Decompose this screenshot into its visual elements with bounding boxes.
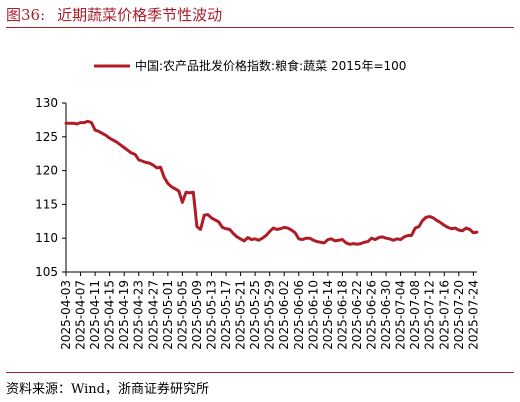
x-tick-label: 2025-04-07 — [74, 280, 88, 350]
figure-title: 图36: 近期蔬菜价格季节性波动 — [6, 4, 222, 25]
x-tick-label: 2025-06-30 — [379, 280, 393, 350]
x-tick-label: 2025-06-18 — [335, 280, 349, 350]
x-tick-label: 2025-04-15 — [103, 280, 117, 350]
legend-label: 中国:农产品批发价格指数:粮食:蔬菜 2015年=100 — [135, 58, 406, 73]
x-tick-label: 2025-05-29 — [263, 280, 277, 350]
source-divider — [6, 372, 514, 373]
x-tick-label: 2025-07-24 — [466, 280, 480, 350]
series-line — [64, 119, 479, 246]
x-tick-label: 2025-06-26 — [365, 280, 379, 350]
figure-title-text: 近期蔬菜价格季节性波动 — [57, 6, 223, 24]
x-tick-label: 2025-04-11 — [88, 280, 102, 350]
x-tick-label: 2025-05-21 — [234, 280, 248, 350]
x-tick-label: 2025-04-27 — [146, 280, 160, 350]
x-tick-label: 2025-05-13 — [204, 280, 218, 350]
x-tick-label: 2025-06-22 — [350, 280, 364, 350]
y-tick-label: 110 — [35, 231, 58, 245]
x-tick-label: 2025-06-10 — [306, 280, 320, 350]
y-tick-label: 115 — [35, 197, 58, 211]
title-divider — [6, 27, 514, 28]
x-tick-label: 2025-06-06 — [292, 280, 306, 350]
chart-legend: 中国:农产品批发价格指数:粮食:蔬菜 2015年=100 — [94, 58, 406, 73]
chart-lines — [64, 119, 479, 246]
x-tick-label: 2025-05-17 — [219, 280, 233, 350]
x-tick-label: 2025-06-02 — [277, 280, 291, 350]
x-tick-label: 2025-04-03 — [59, 280, 73, 350]
x-tick-label: 2025-06-14 — [321, 280, 335, 350]
y-tick-label: 130 — [35, 96, 58, 110]
x-tick-label: 2025-05-09 — [190, 280, 204, 350]
figure-number: 图36: — [6, 6, 46, 24]
x-tick-label: 2025-07-04 — [394, 280, 408, 350]
y-tick-label: 120 — [35, 164, 58, 178]
line-chart: 中国:农产品批发价格指数:粮食:蔬菜 2015年=100 105 110 115 12… — [35, 58, 480, 350]
x-tick-label: 2025-04-19 — [117, 280, 131, 350]
x-tick-label: 2025-07-20 — [452, 280, 466, 350]
x-tick-label: 2025-04-23 — [132, 280, 146, 350]
source-note: 资料来源：Wind，浙商证券研究所 — [6, 382, 209, 397]
x-tick-label: 2025-05-05 — [175, 280, 189, 350]
y-tick-label: 105 — [35, 265, 58, 279]
x-tick-label: 2025-07-12 — [423, 280, 437, 350]
x-tick-label: 2025-07-08 — [408, 280, 422, 350]
x-tick-label: 2025-05-01 — [161, 280, 175, 350]
x-tick-label: 2025-05-25 — [248, 280, 262, 350]
x-tick-label: 2025-07-16 — [437, 280, 451, 350]
y-tick-label: 125 — [35, 130, 58, 144]
